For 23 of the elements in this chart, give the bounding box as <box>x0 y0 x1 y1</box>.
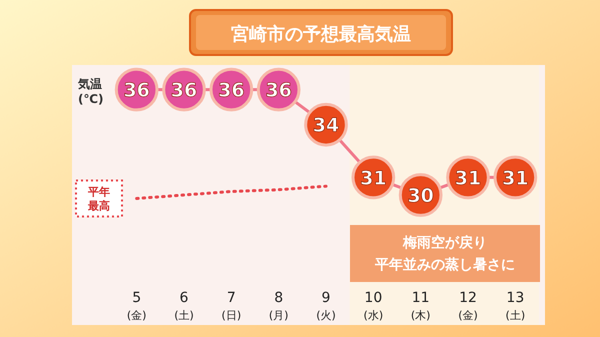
x-tick-label: 7 (日) <box>222 290 242 322</box>
data-label: 31 <box>454 167 482 190</box>
x-tick-label: 6 (土) <box>174 290 194 322</box>
dotted-frame: 平年最高 <box>75 180 123 218</box>
x-tick-label: 11 (木) <box>410 290 430 322</box>
data-label: 36 <box>265 80 292 102</box>
annotation: 平年並みの蒸し暑さに <box>374 257 515 273</box>
data-label: 36 <box>218 80 245 102</box>
data-label: 31 <box>360 167 387 190</box>
x-tick-label: 8 (月) <box>268 290 288 322</box>
data-label: 36 <box>170 80 198 102</box>
chart-title: 宮崎市の予想最高気温 <box>231 24 411 45</box>
x-tick-label: 5 (金) <box>126 290 146 322</box>
x-tick-label: 9 (火) <box>316 290 336 322</box>
data-label: 30 <box>407 185 434 207</box>
x-tick-label: 12 (金) <box>458 290 478 322</box>
y-axis-title: 気温 (℃) <box>77 77 104 106</box>
data-label: 31 <box>502 167 529 190</box>
annotation: 梅雨空が戻り <box>402 234 487 251</box>
x-tick-label: 13 (土) <box>506 290 526 322</box>
data-label: 34 <box>312 114 340 137</box>
data-label: 36 <box>123 80 150 102</box>
x-tick-label: 10 (水) <box>364 290 384 322</box>
